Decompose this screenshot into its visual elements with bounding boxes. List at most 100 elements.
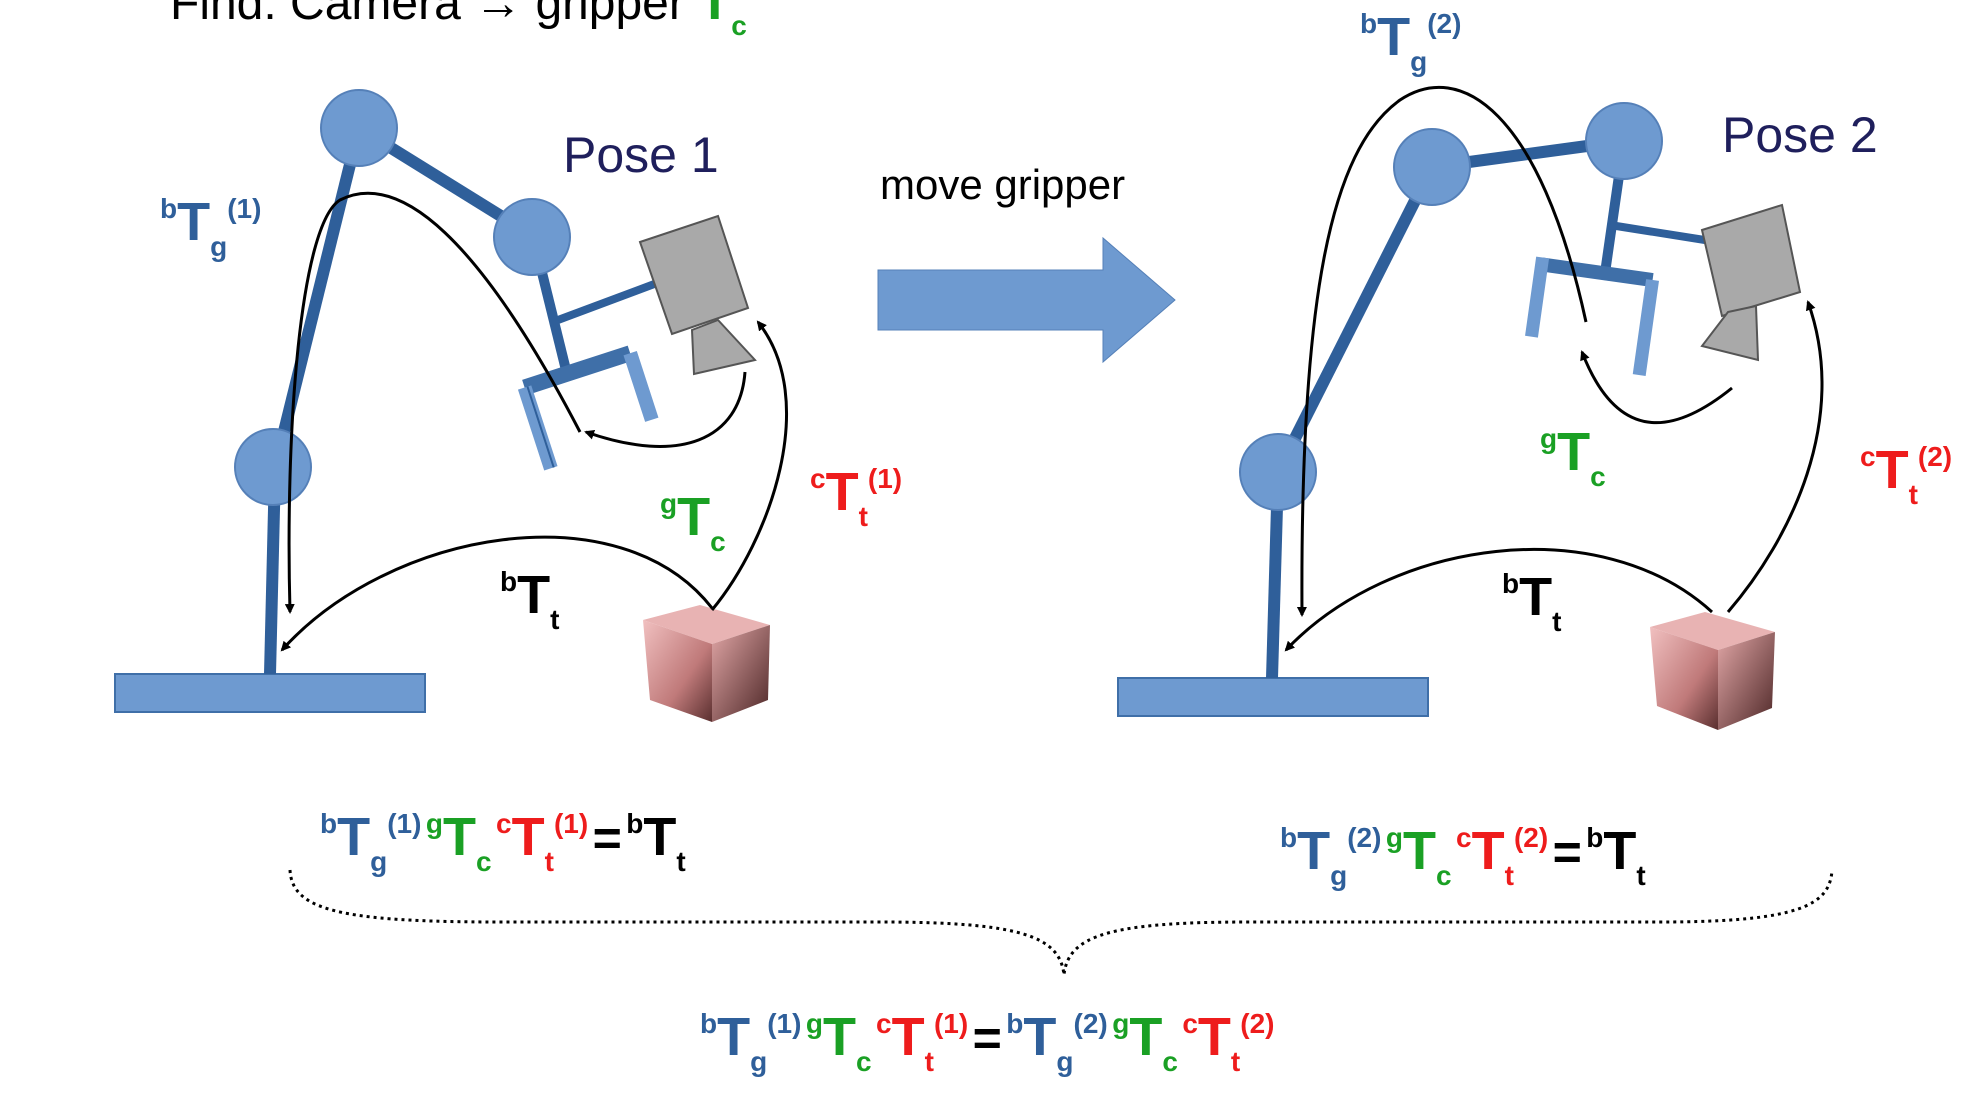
- pose1-label-cTt: cTt (1): [810, 462, 902, 531]
- symbol-part: bTg (2): [1006, 1010, 1107, 1076]
- pose2-arrow-bTg: [1296, 85, 1588, 617]
- symbol-part: T: [1377, 7, 1411, 67]
- symbol-part: T: [1129, 1007, 1163, 1067]
- symbol-part: (2): [1917, 441, 1953, 472]
- symbol-part: (2): [1427, 8, 1462, 39]
- symbol-part: T: [517, 565, 551, 625]
- symbol-part: T: [337, 807, 371, 867]
- pose2-robot: [1117, 102, 1802, 730]
- symbol-part: (1): [933, 1008, 969, 1039]
- symbol-part: g: [805, 1008, 824, 1039]
- pose2-label-cTt: cTt (2): [1860, 440, 1953, 509]
- page-title: Find: Camera → gripper Tc: [170, 0, 747, 40]
- symbol-part: gTc: [1386, 824, 1452, 890]
- symbol-part: c: [710, 526, 726, 557]
- symbol-part: c: [1162, 1046, 1178, 1077]
- symbol-part: g: [1385, 822, 1404, 853]
- pose1-arrow-bTt: [280, 535, 714, 652]
- pose2-joint-base: [1239, 433, 1317, 511]
- symbol-part: (1): [767, 1008, 802, 1039]
- pose1-robot-base: [114, 673, 426, 713]
- symbol-part: t: [1636, 860, 1646, 891]
- symbol-part: =: [1552, 824, 1582, 880]
- symbol-part: t: [676, 846, 686, 877]
- symbol-part: t: [1504, 860, 1514, 891]
- symbol-part: T: [1519, 567, 1553, 627]
- symbol-part: =: [592, 810, 622, 866]
- symbol-part: (1): [227, 193, 262, 224]
- symbol-part: g: [750, 1046, 768, 1077]
- symbol-part: cTt (2): [1182, 1010, 1274, 1076]
- symbol-part: bTg (1): [700, 1010, 801, 1076]
- symbol-part: g: [370, 846, 388, 877]
- symbol-part: bTg (2): [1280, 824, 1381, 890]
- symbol-part: (2): [1513, 822, 1549, 853]
- pose1-label-bTt: bTt: [500, 565, 559, 634]
- pose1-link-upper: [269, 126, 365, 470]
- symbol-part: c: [731, 10, 747, 41]
- pose2-camera: [1700, 203, 1802, 362]
- pose2-label: Pose 2: [1722, 107, 1878, 163]
- pose1-camera: [638, 214, 757, 376]
- symbol-part: gTc: [806, 1010, 872, 1076]
- symbol-part: T: [1197, 1007, 1231, 1067]
- symbol-part: bTg (1): [320, 810, 421, 876]
- pose1-label: Pose 1: [563, 127, 719, 183]
- symbol-part: t: [1230, 1046, 1241, 1077]
- symbol-part: c: [1456, 822, 1472, 853]
- symbol-part: b: [700, 1008, 718, 1039]
- symbol-part: g: [660, 488, 678, 519]
- symbol-part: cTt (1): [876, 1010, 968, 1076]
- symbol-part: =: [972, 1010, 1002, 1066]
- symbol-part: b: [500, 566, 518, 597]
- pose2-joint-elbow: [1585, 102, 1663, 180]
- pose1-equation: bTg(1) gTc cTt(1) = bTt: [320, 807, 686, 876]
- symbol-part: c: [810, 463, 826, 494]
- symbol-part: gTc: [1112, 1010, 1178, 1076]
- symbol-part: t: [1908, 479, 1918, 510]
- pose1-joint-base: [234, 428, 312, 506]
- symbol-part: b: [1280, 822, 1298, 853]
- pose2-equation: bTg(2) gTc cTt(2) = bTt: [1280, 822, 1646, 890]
- symbol-part: t: [924, 1046, 934, 1077]
- pose1-joint-shoulder: [320, 89, 398, 167]
- symbol-part: T: [825, 462, 859, 522]
- pose2-link-upper: [1272, 164, 1438, 475]
- combined-equation: bTg(1) gTc cTt(1) = bTg(2) gTc cTt(2): [700, 1010, 1274, 1076]
- pose2-arrow-cTt: [1726, 300, 1824, 613]
- pose2-arrow-bTt: [1284, 548, 1714, 652]
- symbol-part: g: [210, 231, 228, 262]
- symbol-part: T: [1875, 440, 1909, 500]
- move-gripper-arrow: [877, 236, 1176, 364]
- pose2-label-bTg: bTg (2): [1360, 7, 1462, 76]
- symbol-part: (2): [1347, 822, 1382, 853]
- symbol-part: t: [1552, 606, 1562, 637]
- pose1-label-gTc: gTc: [660, 488, 726, 556]
- symbol-part: T: [511, 807, 545, 867]
- pose1-arrow-gTc: [584, 371, 747, 448]
- pose2-label-gTc: gTc: [1540, 422, 1606, 491]
- symbol-part: c: [496, 808, 512, 839]
- symbol-part: T: [823, 1007, 857, 1067]
- symbol-part: b: [160, 193, 178, 224]
- pose2-arrow-gTc: [1580, 350, 1733, 424]
- symbol-part: c: [1590, 461, 1606, 492]
- symbol-part: g: [1056, 1046, 1074, 1077]
- symbol-part: t: [858, 501, 868, 532]
- symbol-part: (2): [1240, 1008, 1275, 1039]
- symbol-part: b: [1586, 822, 1604, 853]
- symbol-part: b: [320, 808, 338, 839]
- combining-brace: [288, 869, 1834, 976]
- pose2-label-bTt: bTt: [1502, 567, 1561, 636]
- pose1-camera-mount: [556, 276, 667, 324]
- symbol-part: g: [425, 808, 444, 839]
- symbol-part: T: [891, 1007, 925, 1067]
- symbol-part: t: [550, 604, 560, 635]
- symbol-part: g: [1410, 46, 1428, 77]
- pose2-robot-base: [1117, 677, 1429, 717]
- symbol-part: Find: Camera → gripper: [170, 0, 699, 30]
- symbol-part: bTt: [1586, 824, 1645, 890]
- symbol-part: T: [1557, 422, 1591, 482]
- symbol-part: T: [177, 192, 211, 252]
- symbol-part: b: [1502, 568, 1520, 599]
